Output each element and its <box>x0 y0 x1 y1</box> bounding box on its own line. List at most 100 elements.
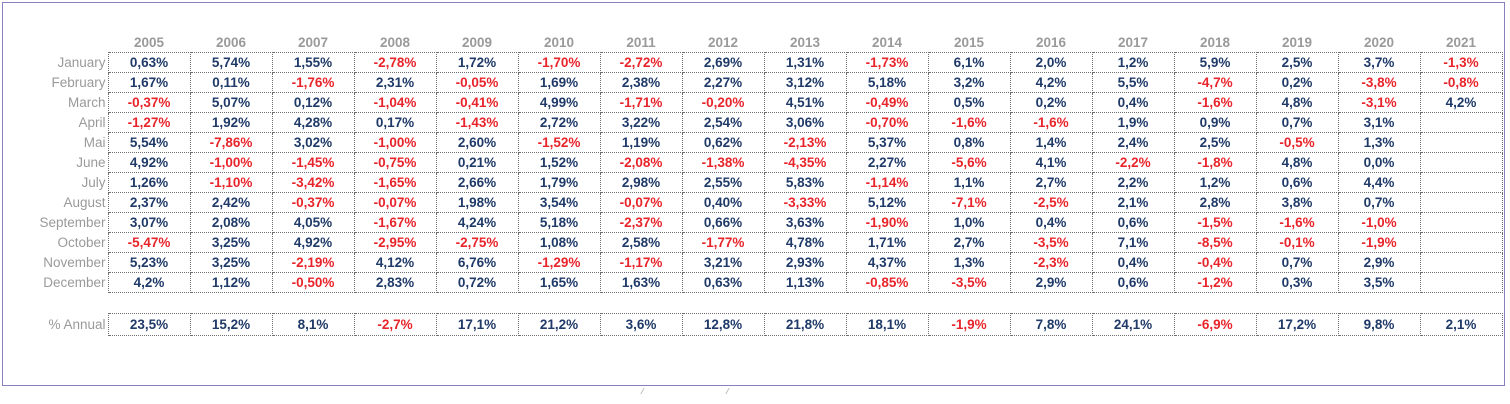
return-cell: 0,12% <box>271 92 355 113</box>
return-cell: -2,78% <box>353 52 437 73</box>
return-cell: -1,3% <box>1419 52 1503 73</box>
annual-return-cell: 18,1% <box>845 313 929 336</box>
return-cell: 1,26% <box>107 172 191 193</box>
return-cell: 3,5% <box>1337 272 1421 293</box>
return-cell: 0,7% <box>1255 112 1339 133</box>
return-cell: 2,38% <box>599 72 683 93</box>
return-cell <box>1419 132 1503 153</box>
return-cell: 1,9% <box>1091 112 1175 133</box>
annual-return-cell: 17,2% <box>1255 313 1339 336</box>
year-header: 2008 <box>379 35 411 50</box>
return-cell: -2,2% <box>1091 152 1175 173</box>
return-cell: -1,6% <box>1009 112 1093 133</box>
return-cell: 1,2% <box>1173 172 1257 193</box>
annual-return-cell: 21,2% <box>517 313 601 336</box>
return-cell: 5,23% <box>107 252 191 273</box>
return-cell: -0,20% <box>681 92 765 113</box>
annual-return-cell: 17,1% <box>435 313 519 336</box>
return-cell: 2,93% <box>763 252 847 273</box>
year-header: 2021 <box>1445 35 1477 50</box>
annual-return-cell: 21,8% <box>763 313 847 336</box>
return-cell: 0,6% <box>1091 272 1175 293</box>
return-cell: 0,72% <box>435 272 519 293</box>
return-cell: -2,75% <box>435 232 519 253</box>
return-cell: 4,24% <box>435 212 519 233</box>
month-row: October -5,47% 3,25% 4,92% -2,95% -2,75% 1,08%… <box>4 232 1503 253</box>
return-cell: 2,08% <box>189 212 273 233</box>
return-cell: 3,63% <box>763 212 847 233</box>
return-cell: -1,65% <box>353 172 437 193</box>
return-cell: 5,54% <box>107 132 191 153</box>
return-cell: 1,55% <box>271 52 355 73</box>
return-cell: 2,27% <box>845 152 929 173</box>
return-cell: 4,1% <box>1009 152 1093 173</box>
year-header: 2011 <box>626 35 656 50</box>
return-cell: -1,52% <box>517 132 601 153</box>
return-cell: 3,06% <box>763 112 847 133</box>
return-cell: 0,8% <box>927 132 1011 153</box>
return-cell: -1,77% <box>681 232 765 253</box>
return-cell: 0,3% <box>1255 272 1339 293</box>
return-cell: 2,0% <box>1009 52 1093 73</box>
return-cell: -1,45% <box>271 152 355 173</box>
month-row: January 0,63% 5,74% 1,55% -2,78% 1,72% -1,70% -… <box>4 52 1503 73</box>
return-cell: 4,2% <box>1009 72 1093 93</box>
return-cell: -0,8% <box>1419 72 1503 93</box>
year-header: 2018 <box>1199 35 1231 50</box>
month-label: April <box>4 112 109 133</box>
return-cell <box>1419 172 1503 193</box>
return-cell: 2,42% <box>189 192 273 213</box>
return-cell: -4,7% <box>1173 72 1257 93</box>
return-cell: 3,54% <box>517 192 601 213</box>
annual-return-cell: 15,2% <box>189 313 273 336</box>
return-cell: -3,42% <box>271 172 355 193</box>
annual-return-cell: 24,1% <box>1091 313 1175 336</box>
return-cell: 5,18% <box>845 72 929 93</box>
return-cell: 2,98% <box>599 172 683 193</box>
footer-mark <box>725 388 734 394</box>
return-cell: 0,9% <box>1173 112 1257 133</box>
return-cell: 0,21% <box>435 152 519 173</box>
return-cell: -0,1% <box>1255 232 1339 253</box>
return-cell: -1,14% <box>845 172 929 193</box>
return-cell: 1,08% <box>517 232 601 253</box>
return-cell: -0,5% <box>1255 132 1339 153</box>
return-cell: 1,2% <box>1091 52 1175 73</box>
month-label: June <box>4 152 109 173</box>
month-label: March <box>4 92 109 113</box>
return-cell: 2,2% <box>1091 172 1175 193</box>
month-row: September 3,07% 2,08% 4,05% -1,67% 4,24% 5,18%… <box>4 212 1503 233</box>
month-label: December <box>4 272 109 293</box>
return-cell: -1,04% <box>353 92 437 113</box>
return-cell: 0,40% <box>681 192 765 213</box>
spacer-row <box>4 293 1502 314</box>
corner-cell <box>4 33 108 53</box>
year-header: 2017 <box>1117 35 1149 50</box>
annual-return-cell: -6,9% <box>1173 313 1257 336</box>
return-cell <box>1419 252 1503 273</box>
return-cell: 0,17% <box>353 112 437 133</box>
return-cell: 0,66% <box>681 212 765 233</box>
return-cell: -3,33% <box>763 192 847 213</box>
annual-label: % Annual <box>4 313 109 336</box>
return-cell: -2,19% <box>271 252 355 273</box>
month-row: November 5,23% 3,25% -2,19% 4,12% 6,76% -1,29%… <box>4 252 1503 273</box>
return-cell: 2,9% <box>1337 252 1421 273</box>
return-cell: 1,4% <box>1009 132 1093 153</box>
month-label: July <box>4 172 109 193</box>
month-row: June 4,92% -1,00% -1,45% -0,75% 0,21% 1,52% -2,… <box>4 152 1503 173</box>
return-cell: 4,37% <box>845 252 929 273</box>
return-cell: -1,00% <box>353 132 437 153</box>
return-cell: 3,25% <box>189 232 273 253</box>
return-cell: 0,6% <box>1091 212 1175 233</box>
return-cell: 2,72% <box>517 112 601 133</box>
spacer-cell <box>4 293 1502 314</box>
month-label: Mai <box>4 132 109 153</box>
return-cell: 1,92% <box>189 112 273 133</box>
return-cell: 5,07% <box>189 92 273 113</box>
return-cell: 1,13% <box>763 272 847 293</box>
return-cell: 4,2% <box>107 272 191 293</box>
return-cell: 0,62% <box>681 132 765 153</box>
return-cell: 2,5% <box>1173 132 1257 153</box>
return-cell: 7,1% <box>1091 232 1175 253</box>
